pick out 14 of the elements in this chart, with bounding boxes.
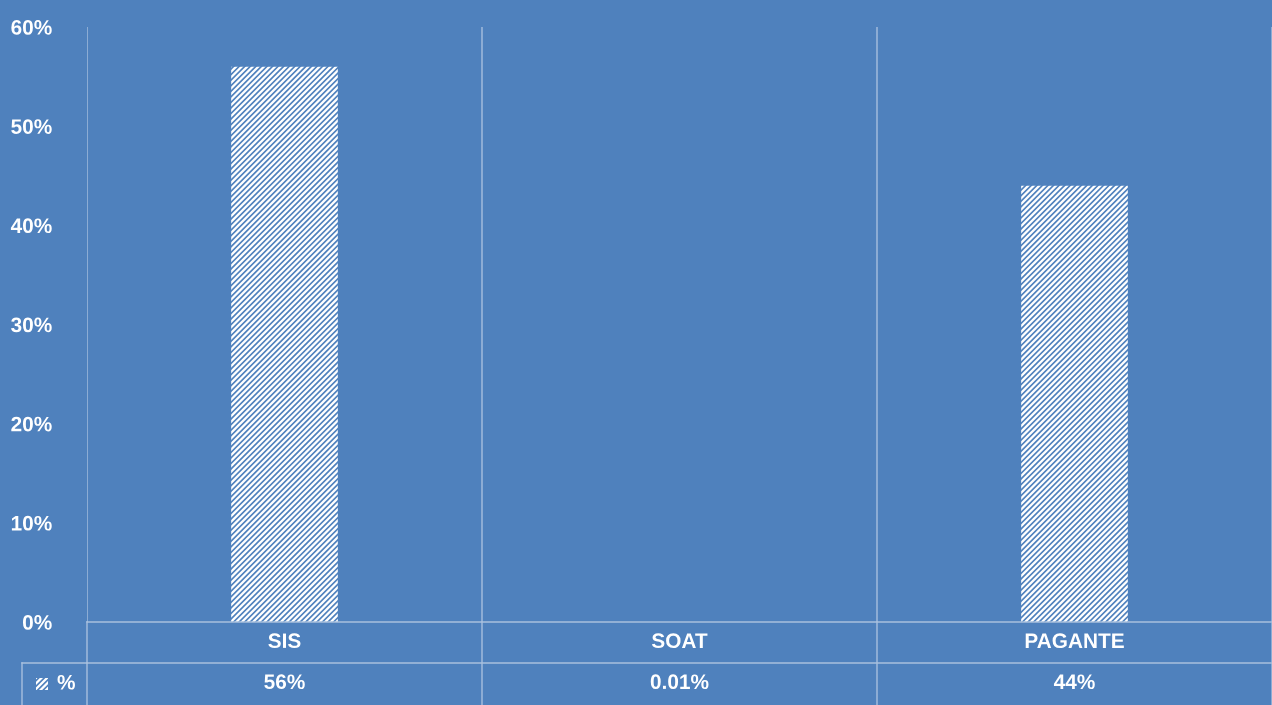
y-tick-label: 10% (11, 515, 52, 531)
x-tick-label: SOAT (651, 633, 708, 649)
y-tick-label: 0% (22, 615, 52, 630)
y-tick-label: 50% (11, 119, 52, 134)
y-tick-label: 20% (11, 416, 52, 432)
data-label: 44% (1053, 674, 1095, 690)
data-label: 56% (264, 674, 305, 690)
x-tick-label: PAGANTE (1025, 633, 1124, 649)
y-tick-label: 30% (11, 317, 52, 333)
data-label: 0.01% (650, 674, 709, 690)
y-tick-label: 40% (10, 218, 52, 234)
y-tick-label: 60% (11, 20, 52, 35)
legend-label: % (57, 674, 75, 690)
x-tick-label: SIS (268, 633, 301, 649)
